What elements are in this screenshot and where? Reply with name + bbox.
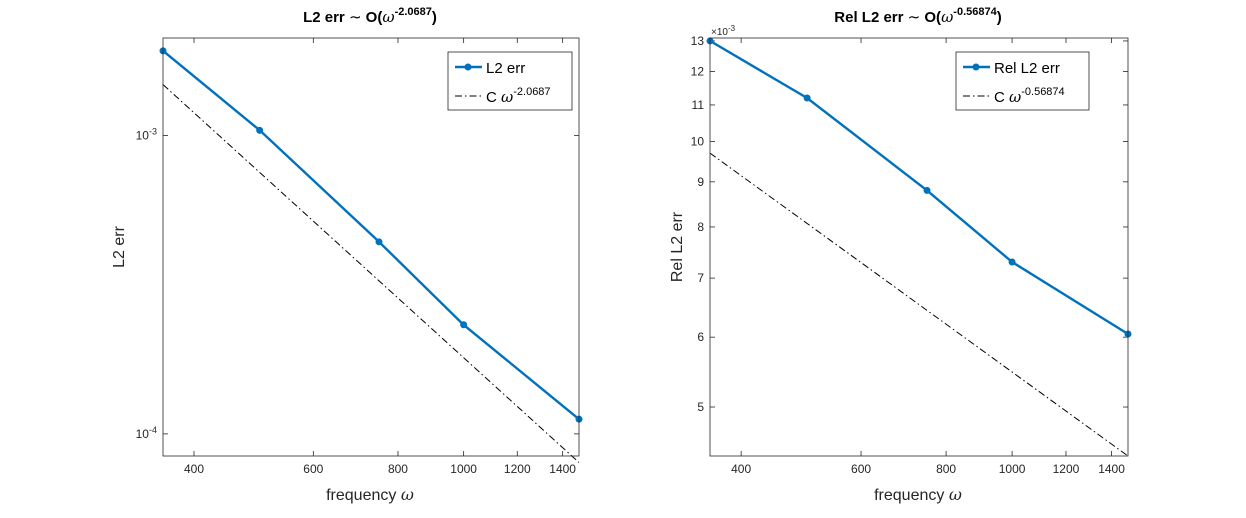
left-ytick-label: 10-3 — [136, 126, 157, 142]
left-axes-box — [162, 37, 580, 457]
right-xtick-label: 800 — [936, 462, 956, 476]
left-legend: L2 err C ω-2.0687 — [447, 51, 573, 111]
right-legend: Rel L2 err C ω-0.56874 — [955, 51, 1090, 111]
right-xtick-label: 1200 — [1053, 462, 1080, 476]
right-ytick-label: 11 — [692, 98, 705, 112]
right-xtick-label: 600 — [851, 462, 871, 476]
right-axes-box — [709, 37, 1129, 457]
left-legend-label-2: C ω-2.0687 — [486, 86, 551, 106]
left-xtick-label: 1000 — [450, 462, 477, 476]
left-title-sim: ∼ — [349, 9, 362, 26]
right-ytick-label: 6 — [697, 330, 704, 344]
right-title-main: Rel L2 err — [834, 9, 907, 26]
left-title-close: ) — [432, 9, 437, 26]
right-fit-line — [709, 152, 1129, 457]
left-ytick-label: 10-4 — [136, 425, 157, 441]
right-xtick-label: 1000 — [999, 462, 1026, 476]
left-panel: L2 err ∼ O(ω-2.0687) 400 600 800 1000 1200 14… — [111, 6, 583, 504]
right-multiplier-prefix: × — [711, 27, 717, 38]
right-legend-label-1: Rel L2 err — [994, 60, 1060, 77]
right-title: Rel L2 err ∼ O(ω-0.56874) — [834, 6, 1001, 26]
left-legend-marker-1 — [464, 63, 472, 71]
right-ytick-label: 8 — [697, 220, 704, 234]
left-xtick-label: 400 — [184, 462, 204, 476]
right-ytick-label: 9 — [697, 175, 704, 189]
left-legend-omega: ω — [501, 88, 513, 106]
left-xtick-label: 600 — [303, 462, 323, 476]
left-legend-exp: -2.0687 — [513, 86, 550, 98]
left-xtick-label: 800 — [388, 462, 408, 476]
right-ytick-label: 13 — [691, 34, 705, 48]
right-panel: Rel L2 err ∼ O(ω-0.56874) ×10-3 400 600 80… — [669, 6, 1132, 504]
right-data-point — [803, 94, 811, 102]
left-xlabel-text: frequency — [326, 487, 401, 504]
left-data-point — [460, 321, 468, 329]
right-title-close: ) — [997, 9, 1002, 26]
right-data-point — [1008, 258, 1016, 266]
right-ytick-label: 5 — [697, 400, 704, 414]
left-legend-label-1: L2 err — [486, 60, 525, 77]
right-ytick-label: 10 — [691, 134, 705, 148]
right-legend-c: C — [994, 89, 1009, 106]
right-legend-marker-1 — [972, 63, 980, 71]
right-xlabel: frequency ω — [874, 485, 962, 504]
right-ytick-label: 7 — [697, 271, 704, 285]
right-legend-box — [955, 51, 1090, 111]
right-ylabel: Rel L2 err — [669, 211, 686, 282]
left-xlabel-omega: ω — [401, 485, 414, 504]
right-legend-omega: ω — [1009, 88, 1021, 106]
right-legend-label-2: C ω-0.56874 — [994, 86, 1065, 106]
right-xtick-label: 400 — [731, 462, 751, 476]
left-data-point — [375, 238, 383, 246]
left-plot-area: 400 600 800 1000 1200 1400 10-3 10-4 — [136, 38, 583, 476]
right-xlabel-omega: ω — [949, 485, 962, 504]
left-ylabel: L2 err — [111, 225, 128, 267]
right-title-omega: ω — [941, 8, 953, 26]
left-title-omega: ω — [382, 8, 394, 26]
right-multiplier-exp: -3 — [728, 24, 736, 33]
left-xtick-label: 1200 — [504, 462, 531, 476]
left-xlabel: frequency ω — [326, 485, 414, 504]
left-title-o: O( — [362, 9, 383, 26]
left-legend-c: C — [486, 89, 501, 106]
right-ytick-label: 12 — [691, 65, 705, 79]
left-xtick-label: 1400 — [549, 462, 576, 476]
right-xlabel-text: frequency — [874, 487, 949, 504]
right-title-exp: -0.56874 — [953, 6, 997, 18]
right-title-o: O( — [920, 9, 941, 26]
right-legend-exp: -0.56874 — [1021, 86, 1064, 98]
right-xtick-label: 1400 — [1098, 462, 1125, 476]
right-multiplier-base: 10 — [717, 27, 729, 38]
left-title-exp: -2.0687 — [395, 6, 432, 18]
right-title-sim: ∼ — [908, 9, 921, 26]
left-title: L2 err ∼ O(ω-2.0687) — [303, 6, 437, 26]
right-multiplier: ×10-3 — [711, 24, 736, 38]
left-data-point — [256, 126, 264, 134]
left-fit-line — [162, 84, 580, 463]
left-legend-box — [447, 51, 573, 111]
left-title-main: L2 err — [303, 9, 349, 26]
right-plot-area: 400 600 800 1000 1200 1400 5 6 7 8 9 10 11 12 13 — [691, 34, 1132, 476]
right-data-point — [923, 186, 931, 194]
